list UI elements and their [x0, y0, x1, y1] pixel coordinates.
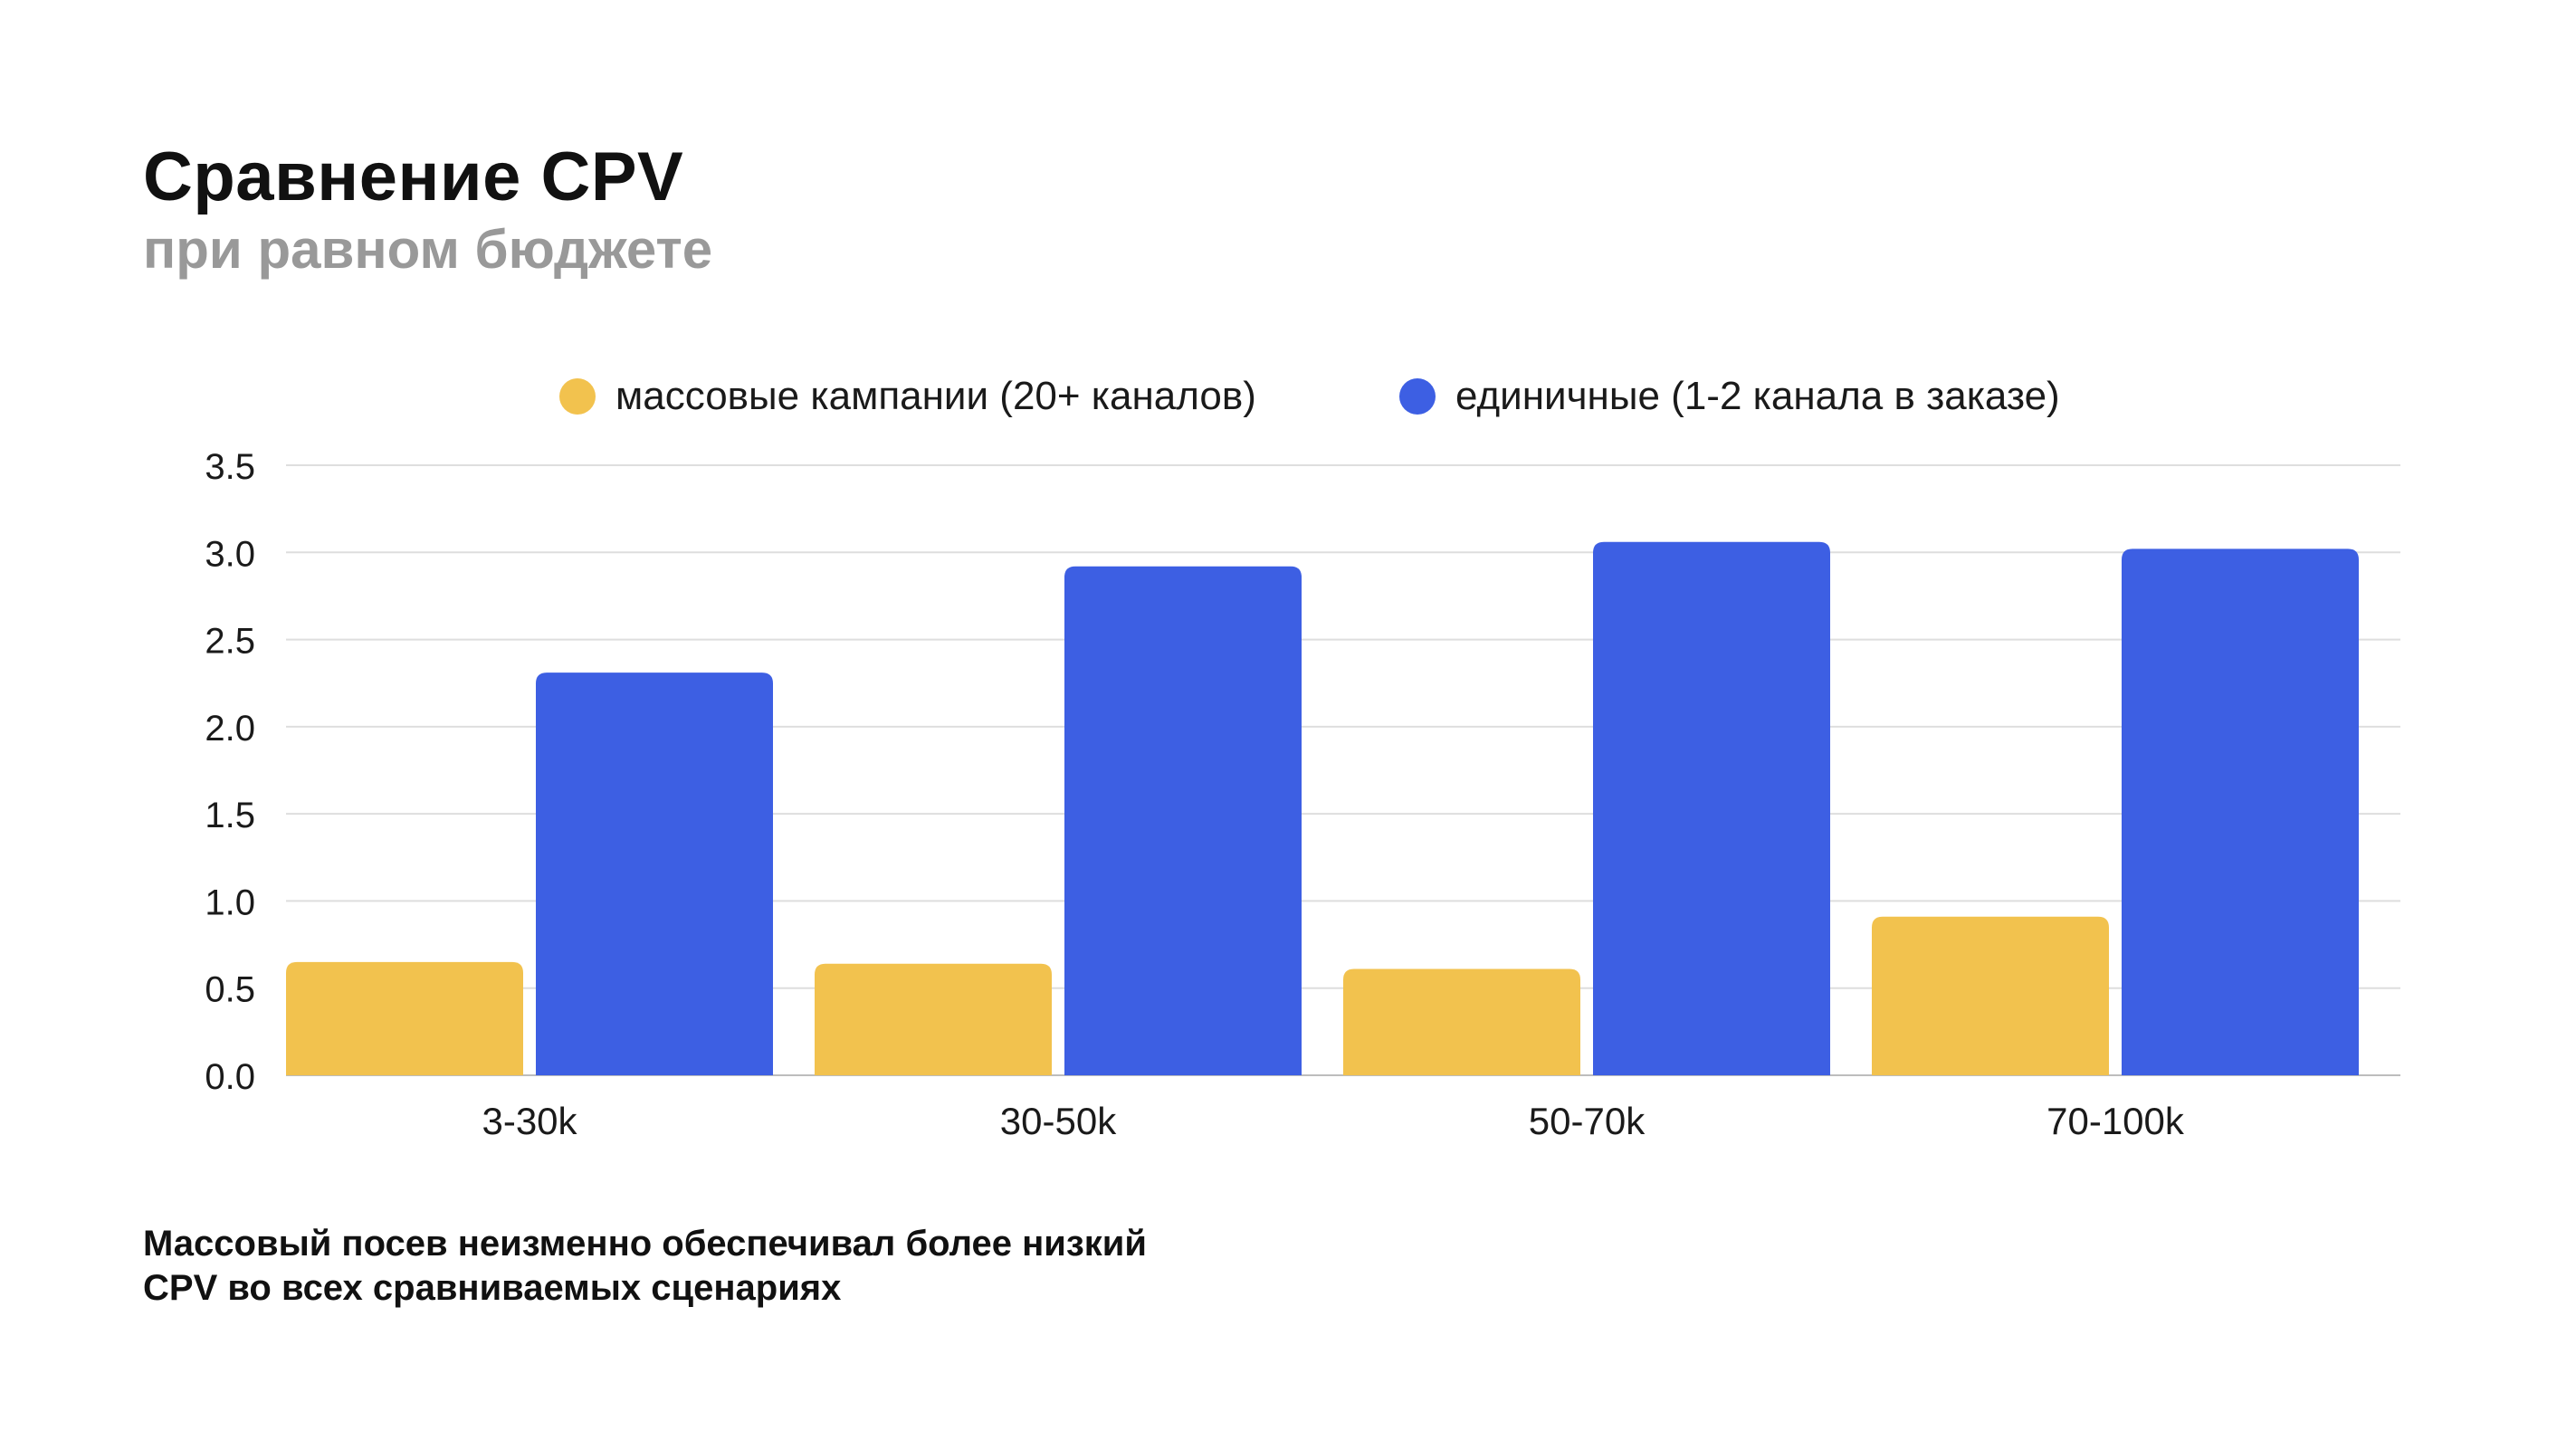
legend-swatch-single	[1399, 378, 1436, 415]
x-tick-label: 70-100k	[2046, 1100, 2185, 1142]
caption-line-1: Массовый посев неизменно обеспечивал бол…	[143, 1224, 1147, 1264]
x-tick-label: 30-50k	[1000, 1100, 1117, 1142]
x-tick-label: 50-70k	[1529, 1100, 1646, 1142]
bar-mass	[1872, 916, 2109, 1075]
legend-swatch-mass	[559, 378, 596, 415]
y-tick-label: 3.0	[205, 534, 255, 574]
legend-item-single: единичные (1-2 канала в заказе)	[1399, 369, 2060, 424]
y-tick-label: 3.5	[205, 447, 255, 487]
bar-mass	[1343, 968, 1580, 1075]
y-tick-label: 0.5	[205, 970, 255, 1010]
x-tick-label: 3-30k	[482, 1100, 577, 1142]
y-tick-label: 0.0	[205, 1057, 255, 1097]
y-tick-label: 2.5	[205, 622, 255, 662]
y-tick-label: 1.0	[205, 882, 255, 922]
chart-title: Сравнение CPV	[143, 138, 684, 215]
caption-line-2: CPV во всех сравниваемых сценариях	[143, 1267, 842, 1308]
legend: массовые кампании (20+ каналов) единичны…	[0, 369, 2576, 424]
chart-subtitle: при равном бюджете	[143, 219, 713, 280]
bar-single	[2122, 549, 2359, 1075]
legend-item-mass: массовые кампании (20+ каналов)	[559, 369, 1256, 424]
bar-single	[536, 673, 773, 1075]
bar-single	[1593, 541, 1830, 1075]
legend-label-mass: массовые кампании (20+ каналов)	[615, 374, 1256, 418]
legend-label-single: единичные (1-2 канала в заказе)	[1455, 374, 2060, 418]
y-tick-label: 2.0	[205, 709, 255, 749]
y-tick-label: 1.5	[205, 796, 255, 835]
bar-single	[1064, 566, 1302, 1075]
caption: Массовый посев неизменно обеспечивал бол…	[143, 1222, 1147, 1311]
bar-mass	[286, 961, 523, 1075]
bar-mass	[815, 963, 1052, 1075]
